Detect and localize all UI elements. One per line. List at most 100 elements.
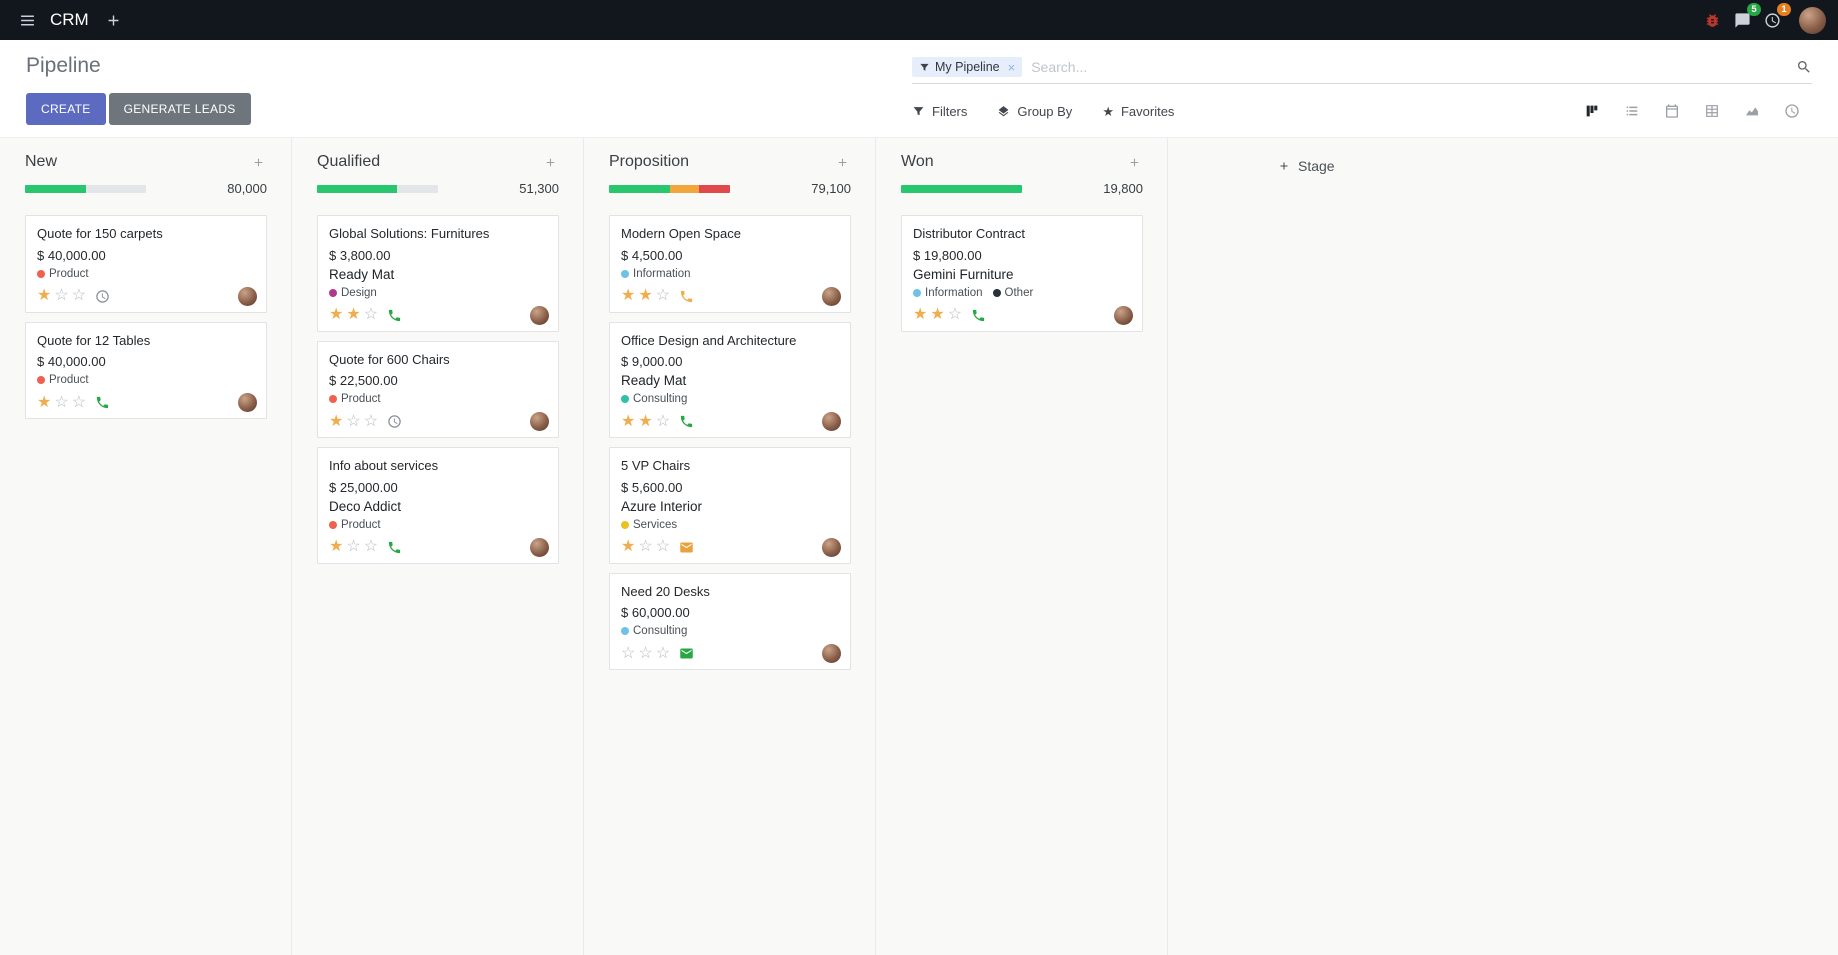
salesperson-avatar — [530, 412, 549, 432]
priority-star[interactable]: ☆ — [947, 306, 963, 324]
column-title[interactable]: Qualified — [317, 153, 381, 170]
priority-star[interactable]: ★ — [621, 538, 636, 556]
priority-star[interactable]: ☆ — [54, 393, 69, 411]
activity-phone-button[interactable] — [679, 289, 694, 304]
column-header: Won — [901, 153, 1143, 171]
view-switcher-activity[interactable] — [1772, 97, 1812, 125]
priority-star[interactable]: ☆ — [363, 412, 379, 430]
salesperson-avatar — [238, 286, 257, 306]
view-switcher-kanban[interactable] — [1572, 97, 1612, 125]
kanban-card[interactable]: Office Design and Architecture $ 9,000.00… — [609, 321, 851, 439]
activity-clock-button[interactable] — [387, 414, 402, 429]
kanban-card[interactable]: Modern Open Space $ 4,500.00 Information ★ ★… — [609, 215, 851, 313]
column-progress-row: 80,000 — [25, 181, 267, 196]
messages-button[interactable]: 5 — [1727, 0, 1761, 40]
view-switcher-calendar[interactable] — [1652, 97, 1692, 125]
priority-star[interactable]: ★ — [913, 306, 928, 324]
priority-star[interactable]: ☆ — [71, 393, 87, 411]
column-progressbar[interactable] — [609, 184, 730, 193]
debug-button[interactable] — [1697, 0, 1727, 40]
activity-phone-button[interactable] — [95, 395, 110, 410]
add-stage-button[interactable]: Stage — [1278, 154, 1335, 178]
search-button[interactable] — [1796, 59, 1812, 75]
priority-star[interactable]: ★ — [930, 306, 945, 324]
progress-segment — [317, 184, 397, 193]
create-button[interactable]: CREATE — [26, 93, 106, 125]
priority-star[interactable]: ★ — [621, 412, 636, 430]
priority-star[interactable]: ☆ — [655, 287, 671, 305]
view-switcher-graph[interactable] — [1732, 97, 1772, 125]
calendar-icon — [1664, 103, 1680, 119]
priority-star[interactable]: ☆ — [655, 644, 671, 662]
kanban-card[interactable]: Info about services $ 25,000.00 Deco Addic… — [317, 447, 559, 564]
add-record-button[interactable] — [542, 154, 559, 171]
priority-star[interactable]: ★ — [329, 538, 344, 556]
priority-star[interactable]: ☆ — [638, 538, 653, 556]
activity-phone-button[interactable] — [387, 540, 402, 555]
view-switcher-pivot[interactable] — [1692, 97, 1732, 125]
search-facet: My Pipeline × — [912, 57, 1023, 77]
activity-clock-button[interactable] — [95, 289, 110, 304]
kanban-card[interactable]: Distributor Contract $ 19,800.00 Gemini Fu… — [901, 215, 1143, 332]
column-title[interactable]: New — [25, 153, 58, 170]
filters-menu-button[interactable]: Filters — [912, 104, 967, 119]
activity-phone-button[interactable] — [971, 308, 986, 323]
activity-envelope-button[interactable] — [679, 540, 694, 555]
priority-star[interactable]: ☆ — [346, 538, 361, 556]
priority-star[interactable]: ★ — [37, 287, 52, 305]
priority-star[interactable]: ☆ — [54, 287, 69, 305]
add-record-button[interactable] — [834, 154, 851, 171]
kanban-card[interactable]: Quote for 600 Chairs $ 22,500.00 Product ★ ☆… — [317, 340, 559, 439]
activity-phone-button[interactable] — [387, 308, 402, 323]
kanban-card[interactable]: Quote for 150 carpets $ 40,000.00 Product ★… — [25, 215, 267, 313]
kanban-card[interactable]: 5 VP Chairs $ 5,600.00 Azure Interior Servi… — [609, 447, 851, 564]
priority-star[interactable]: ☆ — [363, 306, 379, 324]
kanban-card[interactable]: Global Solutions: Furnitures $ 3,800.00 Re… — [317, 215, 559, 332]
column-progressbar[interactable] — [25, 184, 146, 193]
priority-star[interactable]: ★ — [329, 412, 344, 430]
column-cards: Quote for 150 carpets $ 40,000.00 Product ★… — [25, 215, 267, 420]
column-progressbar[interactable] — [317, 184, 438, 193]
priority-star[interactable]: ★ — [621, 287, 636, 305]
priority-star[interactable]: ☆ — [346, 412, 361, 430]
user-menu-avatar[interactable] — [1799, 6, 1826, 34]
add-record-button[interactable] — [250, 154, 267, 171]
priority-star[interactable]: ☆ — [363, 538, 379, 556]
priority-star[interactable]: ★ — [638, 412, 653, 430]
kanban-card[interactable]: Quote for 12 Tables $ 40,000.00 Product ★ ☆ ☆ — [25, 321, 267, 420]
card-title: Distributor Contract — [913, 226, 1025, 241]
column-progressbar[interactable] — [901, 184, 1022, 193]
activities-button[interactable]: 1 — [1757, 0, 1791, 40]
favorites-menu-button[interactable]: ★ Favorites — [1102, 104, 1174, 119]
activity-envelope-button[interactable] — [679, 646, 694, 661]
facet-remove-button[interactable]: × — [1007, 59, 1016, 75]
priority-star[interactable]: ★ — [346, 306, 361, 324]
column-title[interactable]: Proposition — [609, 153, 690, 170]
column-header: Qualified — [317, 153, 559, 171]
add-record-button[interactable] — [1126, 154, 1143, 171]
envelope-icon — [679, 646, 694, 661]
generate-leads-button[interactable]: GENERATE LEADS — [108, 93, 251, 125]
priority-star[interactable]: ☆ — [655, 538, 671, 556]
priority-star[interactable]: ★ — [329, 306, 344, 324]
tag-dot — [913, 288, 921, 297]
priority-stars: ★ ☆ ☆ — [621, 539, 670, 555]
apps-menu-button[interactable] — [12, 0, 42, 40]
kanban-board: New 80,000 Quote for 150 carpets $ 40,000.0… — [0, 137, 1838, 955]
column-title[interactable]: Won — [901, 153, 934, 170]
priority-star[interactable]: ☆ — [71, 287, 87, 305]
priority-star[interactable]: ★ — [638, 287, 653, 305]
priority-star[interactable]: ★ — [37, 393, 52, 411]
priority-star[interactable]: ☆ — [655, 412, 671, 430]
kanban-card[interactable]: Need 20 Desks $ 60,000.00 Consulting ☆ ☆ ☆ — [609, 572, 851, 671]
navbar-add-button[interactable] — [99, 0, 129, 40]
search-input[interactable] — [1031, 59, 1796, 75]
view-switcher-list[interactable] — [1612, 97, 1652, 125]
group-by-menu-button[interactable]: Group By — [997, 104, 1072, 119]
activity-phone-button[interactable] — [679, 414, 694, 429]
priority-star[interactable]: ☆ — [621, 644, 636, 662]
priority-star[interactable]: ☆ — [638, 644, 653, 662]
card-footer: ★ ☆ ☆ — [621, 537, 841, 557]
card-footer: ★ ★ ☆ — [329, 305, 549, 325]
salesperson-avatar — [238, 393, 257, 413]
